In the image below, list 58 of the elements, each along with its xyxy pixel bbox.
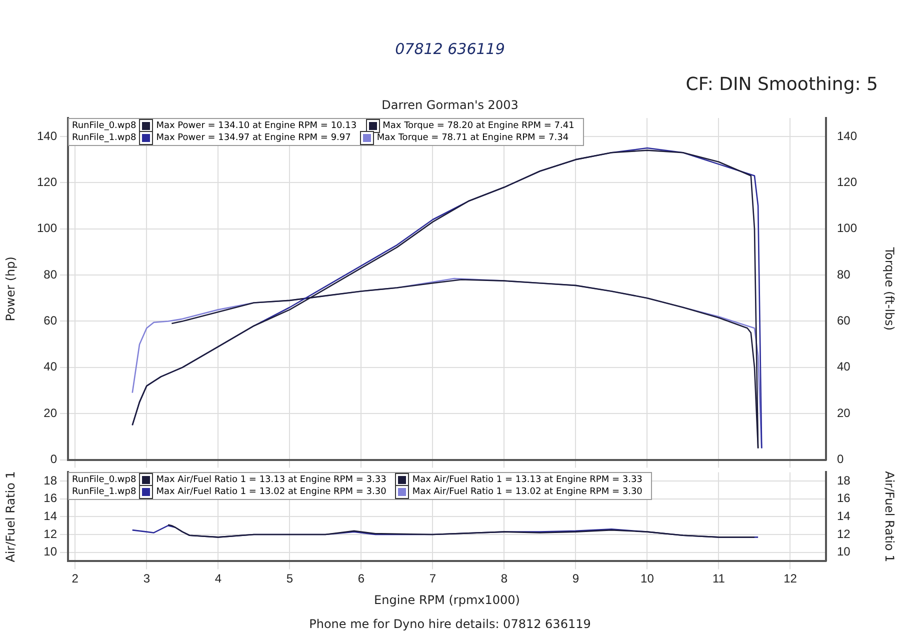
x-tick-label: 10 <box>640 572 654 586</box>
y2-axis-title: Air/Fuel Ratio 1 <box>882 471 897 562</box>
y-tick-label: 14 <box>44 509 58 524</box>
y-tick-label: 0 <box>50 452 58 466</box>
y2-tick-label: 14 <box>837 509 851 524</box>
y-tick-label: 140 <box>36 128 58 143</box>
y-axis-title: Power (hp) <box>3 256 18 322</box>
annotation: RunFile_1.wp8 <box>72 132 136 144</box>
y2-tick-label: 12 <box>837 526 851 541</box>
y-tick-label: 16 <box>44 491 58 506</box>
y2-tick-label: 140 <box>837 128 858 143</box>
text: 07812 636119 <box>394 40 506 58</box>
legend-label: Max Air/Fuel Ratio 1 = 13.13 at Engine RPM = 3.33 <box>156 474 386 486</box>
y2-tick-label: 10 <box>837 544 851 559</box>
x-tick-label: 6 <box>358 572 365 586</box>
y-tick-label: 18 <box>44 473 58 488</box>
text: CF: DIN Smoothing: 5 <box>686 74 878 95</box>
x-tick-label: 12 <box>784 572 798 586</box>
x-tick-label: 3 <box>143 572 150 586</box>
legend-label: Max Torque = 78.71 at Engine RPM = 7.34 <box>376 132 569 144</box>
x-tick-label: 7 <box>429 572 436 586</box>
y2-tick-label: 60 <box>837 314 851 328</box>
annotation: RunFile_0.wp8 <box>72 120 136 132</box>
y-axis-title: Air/Fuel Ratio 1 <box>3 471 18 562</box>
y-tick-label: 60 <box>44 314 58 328</box>
y-tick-label: 120 <box>36 174 58 189</box>
legend-label: Max Power = 134.97 at Engine RPM = 9.97 <box>156 132 351 144</box>
x-tick-label: 5 <box>286 572 294 586</box>
y2-tick-label: 80 <box>837 267 851 282</box>
y2-tick-label: 40 <box>837 360 851 374</box>
y2-tick-label: 18 <box>837 473 851 488</box>
x-tick-label: 9 <box>572 572 580 586</box>
y2-tick-label: 120 <box>837 174 858 189</box>
x-tick-label: 4 <box>214 572 222 586</box>
y-tick-label: 12 <box>44 526 58 541</box>
x-tick-label: 8 <box>500 572 508 586</box>
y2-tick-label: 100 <box>837 221 858 236</box>
annotation: RunFile_0.wp8 <box>72 474 136 486</box>
legend-label: Max Power = 134.10 at Engine RPM = 10.13 <box>156 120 357 132</box>
legend-label: Max Air/Fuel Ratio 1 = 13.02 at Engine RPM = 3.30 <box>412 486 642 498</box>
y2-tick-label: 0 <box>837 452 844 466</box>
text: Phone me for Dyno hire details: 07812 636119 <box>308 617 592 631</box>
y2-axis-title: Torque (ft-lbs) <box>882 246 897 331</box>
y2-tick-label: 16 <box>837 491 851 506</box>
x-tick-label: 11 <box>712 572 726 586</box>
y-tick-label: 100 <box>36 221 58 236</box>
legend-label: Max Air/Fuel Ratio 1 = 13.02 at Engine RPM = 3.30 <box>156 486 386 498</box>
y-tick-label: 80 <box>44 267 58 282</box>
y-tick-label: 10 <box>44 544 58 559</box>
y-tick-label: 40 <box>44 360 58 374</box>
y-tick-label: 20 <box>44 406 58 420</box>
legend-label: Max Torque = 78.20 at Engine RPM = 7.41 <box>382 120 574 132</box>
legend-label: Max Air/Fuel Ratio 1 = 13.13 at Engine RPM = 3.33 <box>412 474 642 486</box>
x-tick-label: 2 <box>72 572 79 586</box>
y2-tick-label: 20 <box>837 406 851 420</box>
x-axis-title: Engine RPM (rpmx1000) <box>374 592 520 607</box>
annotation: RunFile_1.wp8 <box>72 486 136 498</box>
chart-subtitle: Darren Gorman's 2003 <box>380 98 520 112</box>
